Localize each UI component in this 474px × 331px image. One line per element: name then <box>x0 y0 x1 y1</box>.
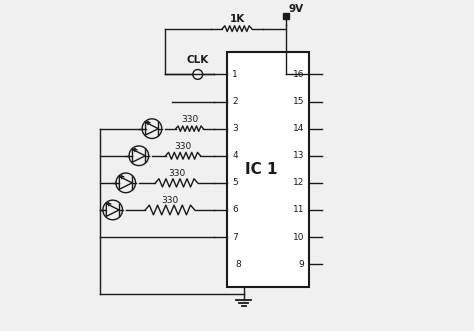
Text: 3: 3 <box>232 124 238 133</box>
Text: 13: 13 <box>292 151 304 160</box>
Text: 1K: 1K <box>229 14 245 24</box>
Text: 14: 14 <box>292 124 304 133</box>
Text: 4: 4 <box>232 151 238 160</box>
Text: 2: 2 <box>232 97 238 106</box>
Text: CLK: CLK <box>187 55 209 65</box>
Text: 330: 330 <box>161 196 179 205</box>
Text: 5: 5 <box>232 178 238 187</box>
Text: 9V: 9V <box>289 4 304 14</box>
Text: 330: 330 <box>168 169 185 178</box>
Text: 16: 16 <box>292 70 304 79</box>
Text: 1: 1 <box>232 70 238 79</box>
Text: 8: 8 <box>236 260 241 269</box>
Text: 10: 10 <box>292 233 304 242</box>
Text: 9: 9 <box>298 260 304 269</box>
Text: 12: 12 <box>292 178 304 187</box>
Text: 330: 330 <box>174 142 191 151</box>
Text: 11: 11 <box>292 206 304 214</box>
Text: 330: 330 <box>181 115 198 124</box>
Text: 7: 7 <box>232 233 238 242</box>
Text: 6: 6 <box>232 206 238 214</box>
Text: IC 1: IC 1 <box>245 162 278 177</box>
Text: 15: 15 <box>292 97 304 106</box>
Bar <box>227 52 309 287</box>
